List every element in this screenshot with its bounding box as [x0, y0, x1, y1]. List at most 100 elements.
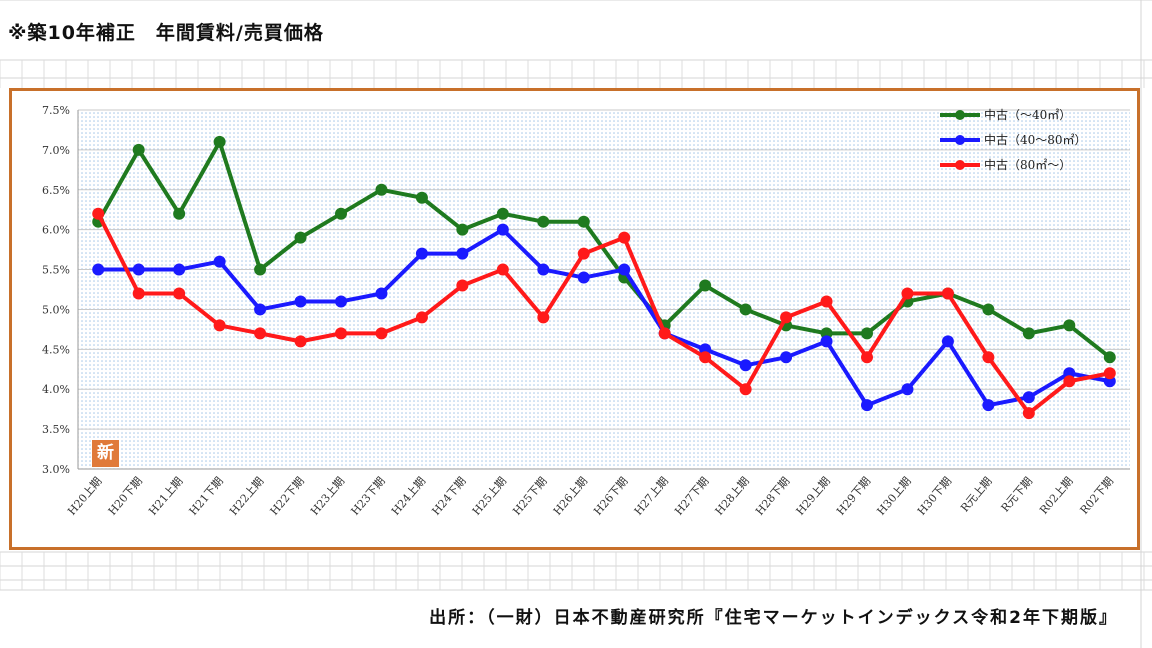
data-point [415, 247, 428, 260]
data-point [537, 311, 550, 324]
legend-label: 中古（～40㎡） [984, 107, 1071, 122]
data-point [861, 399, 873, 412]
data-point [577, 215, 590, 228]
x-tick-label: H26下期 [591, 475, 630, 518]
legend-swatch-marker [955, 110, 965, 120]
data-point [415, 311, 428, 324]
legend-swatch-marker [955, 135, 965, 145]
data-point [537, 215, 550, 228]
x-tick-label: H22下期 [268, 475, 307, 518]
x-tick-label: H20下期 [106, 475, 145, 518]
data-point [456, 223, 469, 236]
data-point [901, 383, 914, 396]
data-point [132, 143, 145, 156]
data-point [780, 311, 793, 324]
x-tick-label: H25上期 [470, 475, 509, 518]
x-tick-label: H22上期 [227, 475, 266, 518]
data-point [496, 207, 509, 220]
data-point [254, 303, 267, 316]
x-tick-label: H25下期 [510, 475, 549, 518]
data-point [618, 231, 631, 244]
x-tick-label: H23下期 [348, 475, 387, 518]
x-tick-label: H29上期 [794, 475, 833, 518]
plot-area [78, 110, 1130, 469]
series-line [98, 227, 1111, 408]
y-tick-label: 5.0% [42, 303, 70, 316]
data-point [577, 247, 590, 260]
data-point [415, 191, 428, 204]
data-point [294, 231, 307, 244]
legend: 中古（～40㎡） 中古（40～80㎡） 中古（80㎡～） [940, 107, 1087, 172]
data-point [1022, 407, 1035, 420]
data-point [375, 327, 388, 340]
data-point [213, 135, 226, 148]
data-point [173, 263, 186, 276]
x-tick-label: R元下期 [999, 475, 1036, 515]
x-tick-label: R元上期 [958, 475, 995, 515]
data-point [982, 303, 995, 316]
data-point [335, 207, 347, 220]
y-tick-label: 7.0% [42, 144, 70, 157]
y-tick-label: 4.5% [42, 343, 70, 356]
y-tick-label: 6.0% [42, 224, 70, 237]
data-point [618, 263, 631, 276]
x-tick-label: H27上期 [632, 475, 671, 518]
data-point [496, 263, 509, 276]
data-point [254, 327, 267, 340]
new-badge: 新 [92, 440, 119, 467]
data-point [780, 351, 793, 364]
data-point [173, 287, 186, 300]
y-tick-label: 6.5% [42, 184, 70, 197]
x-tick-label: H24下期 [429, 475, 468, 518]
data-point [820, 335, 833, 348]
line-chart: 3.0% 3.5% 4.0% 4.5% 5.0% 5.5% 6.0% 6.5% 7.0% 7.5%… [42, 104, 1130, 518]
legend-swatch-marker [955, 160, 965, 170]
data-point [699, 351, 712, 364]
data-point [375, 287, 388, 300]
data-point [1022, 327, 1035, 340]
x-tick-label: H28上期 [713, 475, 752, 518]
series-line [96, 212, 1111, 416]
data-point [739, 303, 752, 316]
x-tick-label: H20上期 [65, 475, 104, 518]
data-point [577, 271, 590, 284]
x-tick-label: H28下期 [753, 475, 792, 518]
series-3 [92, 207, 1116, 420]
data-point [1063, 375, 1076, 388]
x-tick-label: H21上期 [146, 475, 185, 518]
data-point [861, 327, 873, 340]
data-point [537, 263, 550, 276]
y-tick-label: 4.0% [42, 383, 70, 396]
data-point [132, 287, 145, 300]
x-tick-label: H27下期 [672, 475, 711, 518]
data-point [375, 183, 388, 196]
data-point [335, 327, 347, 340]
source-note: 出所：（一財）日本不動産研究所『住宅マーケットインデックス令和2年下期版』 [429, 608, 1118, 628]
data-point [982, 399, 995, 412]
data-point [1103, 351, 1116, 364]
x-tick-label: H21下期 [187, 475, 226, 518]
data-point [901, 287, 914, 300]
y-tick-label: 3.5% [42, 423, 70, 436]
data-point [335, 295, 347, 308]
data-point [1103, 367, 1116, 380]
data-point [699, 279, 712, 292]
data-point [739, 359, 752, 372]
data-point [1022, 391, 1035, 404]
data-point [496, 223, 509, 236]
data-point [132, 263, 145, 276]
page-title: ※築10年補正 年間賃料/売買価格 [8, 22, 324, 44]
x-tick-label: R02上期 [1037, 475, 1075, 517]
data-point [739, 383, 752, 396]
data-point [820, 295, 833, 308]
data-point [456, 247, 469, 260]
x-tick-label: H30下期 [915, 475, 954, 518]
data-point [861, 351, 873, 364]
data-point [294, 295, 307, 308]
x-tick-label: H29下期 [834, 475, 873, 518]
data-point [294, 335, 307, 348]
y-tick-label: 5.5% [42, 264, 70, 277]
x-tick-label: H23上期 [308, 475, 347, 518]
data-point [941, 335, 954, 348]
